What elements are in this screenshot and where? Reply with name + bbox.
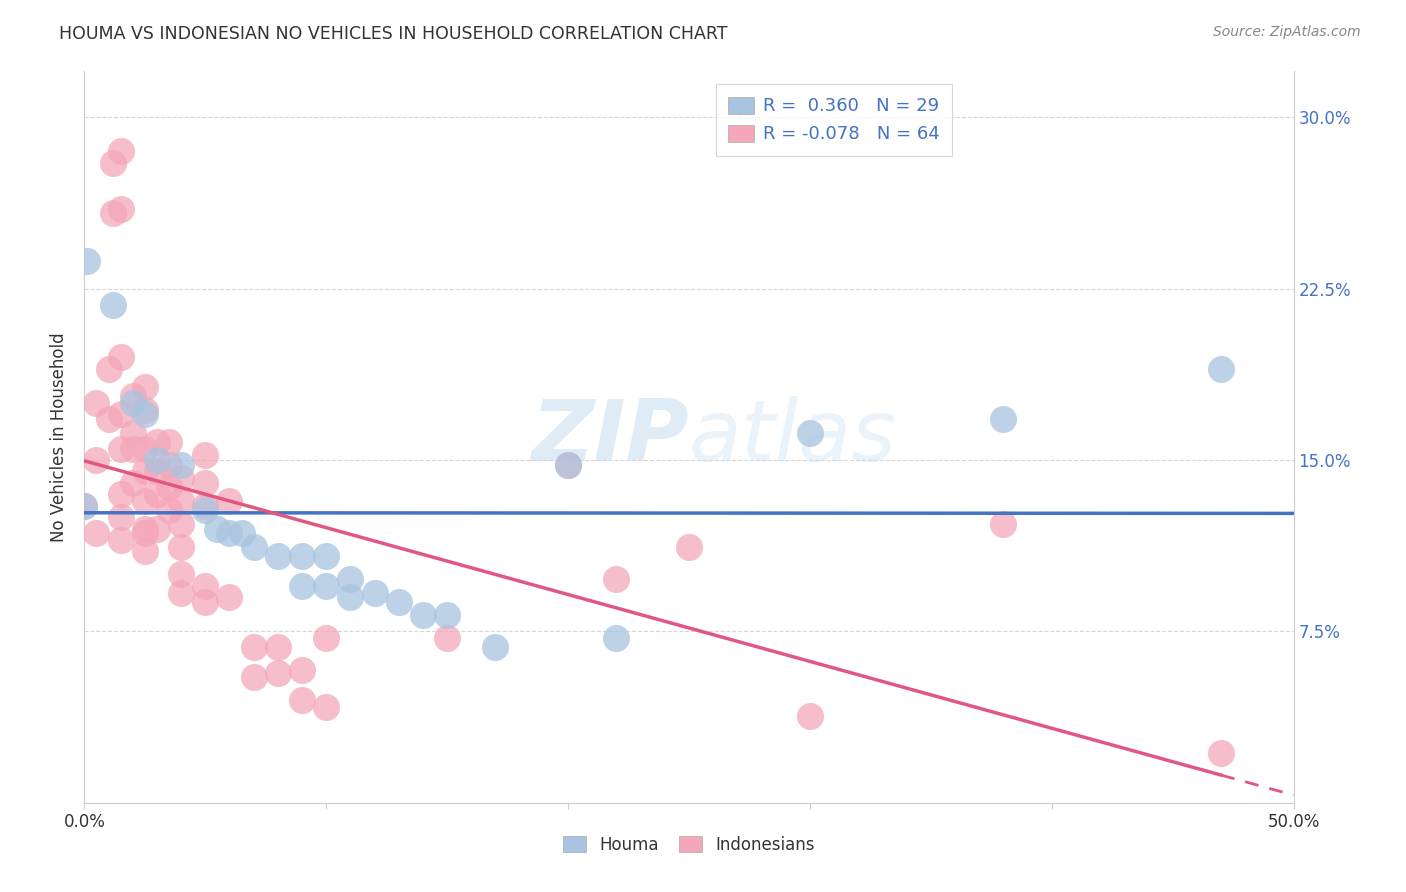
Point — [218, 590, 240, 604]
Point — [157, 503, 180, 517]
Point — [103, 155, 125, 169]
Point — [315, 632, 337, 646]
Point — [97, 361, 120, 376]
Point — [678, 540, 700, 554]
Point — [134, 442, 156, 456]
Text: ZIP: ZIP — [531, 395, 689, 479]
Point — [339, 572, 361, 586]
Point — [157, 458, 180, 472]
Point — [170, 471, 193, 485]
Point — [146, 521, 169, 535]
Point — [557, 458, 579, 472]
Point — [76, 254, 98, 268]
Point — [291, 579, 314, 593]
Text: atlas: atlas — [689, 395, 897, 479]
Point — [86, 453, 108, 467]
Point — [73, 499, 96, 513]
Point — [86, 526, 108, 541]
Point — [170, 516, 193, 531]
Point — [110, 145, 132, 159]
Point — [170, 458, 193, 472]
Point — [194, 449, 217, 463]
Point — [146, 464, 169, 478]
Point — [134, 407, 156, 421]
Point — [993, 412, 1015, 426]
Point — [436, 632, 458, 646]
Point — [110, 510, 132, 524]
Point — [170, 585, 193, 599]
Point — [605, 572, 627, 586]
Point — [121, 475, 143, 490]
Point — [267, 549, 290, 563]
Point — [388, 595, 411, 609]
Point — [194, 503, 217, 517]
Point — [110, 350, 132, 364]
Point — [363, 585, 385, 599]
Point — [242, 670, 264, 684]
Point — [134, 494, 156, 508]
Text: HOUMA VS INDONESIAN NO VEHICLES IN HOUSEHOLD CORRELATION CHART: HOUMA VS INDONESIAN NO VEHICLES IN HOUSE… — [59, 25, 727, 43]
Point — [207, 521, 229, 535]
Point — [267, 665, 290, 680]
Point — [121, 425, 143, 440]
Point — [315, 579, 337, 593]
Point — [1209, 746, 1232, 760]
Point — [170, 494, 193, 508]
Point — [157, 480, 180, 494]
Point — [291, 663, 314, 677]
Legend: Houma, Indonesians: Houma, Indonesians — [553, 826, 825, 864]
Point — [103, 297, 125, 311]
Point — [134, 464, 156, 478]
Point — [242, 640, 264, 655]
Point — [146, 434, 169, 449]
Point — [134, 402, 156, 417]
Point — [110, 202, 132, 216]
Point — [170, 540, 193, 554]
Point — [194, 475, 217, 490]
Point — [194, 595, 217, 609]
Point — [194, 579, 217, 593]
Point — [1209, 361, 1232, 376]
Point — [97, 412, 120, 426]
Point — [134, 526, 156, 541]
Point — [218, 494, 240, 508]
Point — [315, 699, 337, 714]
Point — [799, 425, 821, 440]
Text: Source: ZipAtlas.com: Source: ZipAtlas.com — [1213, 25, 1361, 39]
Point — [134, 521, 156, 535]
Point — [993, 516, 1015, 531]
Point — [170, 567, 193, 582]
Point — [412, 608, 434, 623]
Point — [86, 396, 108, 410]
Point — [110, 442, 132, 456]
Point — [339, 590, 361, 604]
Point — [110, 533, 132, 547]
Point — [291, 693, 314, 707]
Point — [557, 458, 579, 472]
Point — [315, 549, 337, 563]
Point — [218, 526, 240, 541]
Point — [194, 499, 217, 513]
Point — [121, 396, 143, 410]
Point — [110, 487, 132, 501]
Point — [134, 544, 156, 558]
Point — [146, 453, 169, 467]
Point — [146, 487, 169, 501]
Point — [484, 640, 506, 655]
Point — [291, 549, 314, 563]
Point — [231, 526, 253, 541]
Y-axis label: No Vehicles in Household: No Vehicles in Household — [49, 332, 67, 542]
Point — [121, 389, 143, 403]
Point — [73, 499, 96, 513]
Point — [103, 206, 125, 220]
Point — [267, 640, 290, 655]
Point — [110, 407, 132, 421]
Point — [121, 442, 143, 456]
Point — [157, 434, 180, 449]
Point — [134, 380, 156, 394]
Point — [436, 608, 458, 623]
Point — [242, 540, 264, 554]
Point — [605, 632, 627, 646]
Point — [799, 709, 821, 723]
